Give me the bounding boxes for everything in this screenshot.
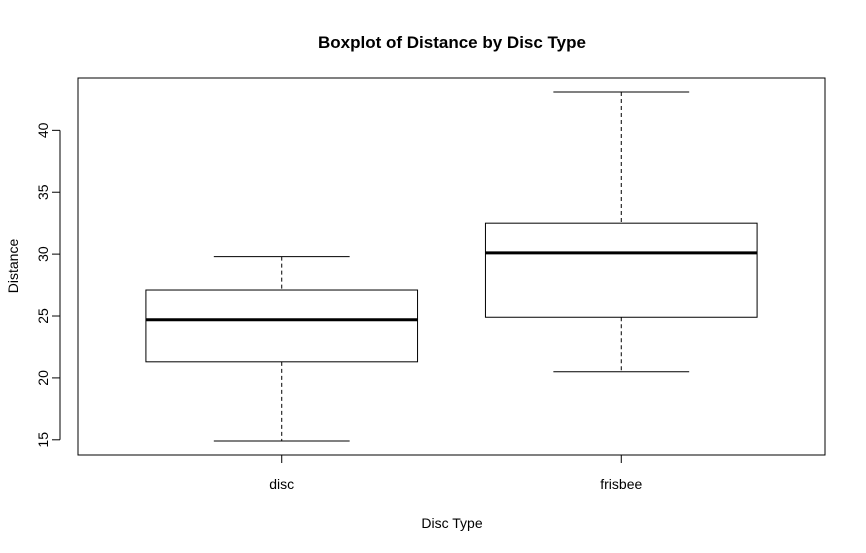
x-tick-label: frisbee (600, 476, 642, 492)
y-tick-label: 15 (35, 432, 51, 448)
boxes (145, 91, 758, 442)
box-disc (145, 256, 419, 442)
y-tick-label: 40 (35, 122, 51, 138)
y-tick-label: 25 (35, 308, 51, 324)
x-axis-label: Disc Type (421, 515, 482, 531)
x-axis: disc frisbee (269, 454, 642, 492)
y-tick-label: 30 (35, 246, 51, 262)
y-tick-label: 35 (35, 184, 51, 200)
box-frisbee (484, 91, 758, 373)
x-tick-label: disc (269, 476, 294, 492)
y-axis-label: Distance (5, 239, 21, 294)
box-iqr (145, 289, 419, 363)
y-tick-label: 20 (35, 370, 51, 386)
box-iqr (484, 222, 758, 318)
plot-frame (77, 77, 826, 456)
y-axis: 15 20 25 30 35 40 (35, 122, 61, 448)
chart-title: Boxplot of Distance by Disc Type (318, 33, 586, 52)
